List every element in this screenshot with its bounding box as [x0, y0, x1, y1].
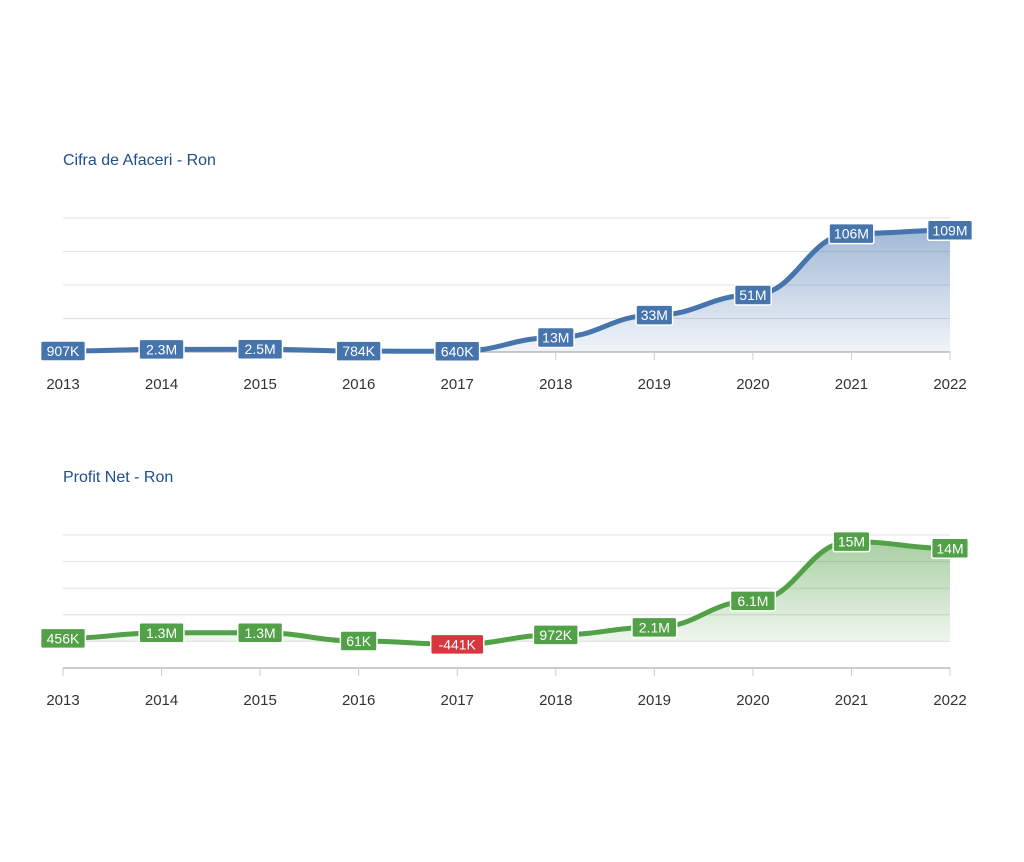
- x-tick-label: 2014: [145, 376, 178, 393]
- x-tick-label: 2021: [835, 376, 868, 393]
- data-label-box: [631, 616, 678, 639]
- chart-title: Cifra de Afaceri - Ron: [63, 152, 216, 169]
- data-label: 51M: [733, 284, 772, 306]
- data-label: 13M: [536, 326, 575, 349]
- profit-chart-svg: 456K 1.3M 1.3M 61K -441K 972K 2.1M 6.1M 15M 14M 20…: [39, 530, 970, 709]
- data-label-box: [733, 284, 772, 306]
- data-label: 907K: [39, 340, 87, 362]
- data-label: 1.3M: [236, 622, 284, 644]
- data-label-box: [729, 590, 777, 612]
- series-area: [63, 541, 950, 645]
- data-label-box: [832, 530, 871, 553]
- data-label-text: 33M: [641, 307, 668, 323]
- x-tick-label: 2022: [933, 376, 966, 393]
- data-label: 61K: [339, 630, 378, 652]
- data-label-box: [930, 537, 970, 560]
- data-label: 2.3M: [138, 338, 185, 361]
- x-tick-label: 2019: [638, 376, 671, 393]
- data-label-text: 51M: [739, 287, 766, 303]
- data-label-box: [532, 624, 579, 646]
- x-tick-label: 2020: [736, 376, 769, 393]
- data-label-box: [828, 222, 875, 245]
- x-tick-label: 2020: [736, 692, 769, 709]
- x-tick-label: 2015: [243, 692, 276, 709]
- data-label-box: [39, 627, 87, 650]
- data-label-text: 13M: [542, 329, 569, 345]
- x-tick-label: 2019: [638, 692, 671, 709]
- data-label-box: [236, 338, 284, 360]
- data-label-box: [339, 630, 378, 652]
- data-label-text: 109M: [932, 222, 967, 238]
- data-label-box: [138, 338, 185, 361]
- data-label: 6.1M: [729, 590, 777, 612]
- x-tick-label: 2013: [46, 692, 79, 709]
- x-tick-label: 2018: [539, 692, 572, 709]
- data-label-box: [635, 304, 674, 326]
- turnover-chart-svg: 907K 2.3M 2.5M 784K 640K 13M 33M 51M 106M 109M 201…: [39, 217, 974, 393]
- data-label-box: [434, 340, 481, 363]
- data-label-box: [335, 340, 382, 362]
- data-label-box: [536, 326, 575, 349]
- x-tick-label: 2016: [342, 376, 375, 393]
- data-label: 2.5M: [236, 338, 284, 360]
- data-label-box: [926, 219, 974, 242]
- data-label-text: 1.3M: [146, 625, 177, 641]
- data-label-text: 2.1M: [639, 619, 670, 635]
- data-label: 14M: [930, 537, 970, 560]
- data-label-box: [429, 633, 485, 656]
- x-tick-label: 2017: [441, 376, 474, 393]
- series-line: [60, 539, 953, 647]
- data-label: 15M: [832, 530, 871, 553]
- x-tick-label: 2014: [145, 692, 178, 709]
- data-label: 2.1M: [631, 616, 678, 639]
- data-label-text: 15M: [838, 534, 865, 550]
- data-label-text: 106M: [834, 226, 869, 242]
- data-label-box: [39, 340, 87, 362]
- x-tick-label: 2022: [933, 692, 966, 709]
- data-label-text: -441K: [439, 636, 477, 652]
- data-label-text: 907K: [47, 343, 80, 359]
- data-label-box: [236, 622, 284, 644]
- x-tick-label: 2018: [539, 376, 572, 393]
- data-label-text: 61K: [346, 633, 372, 649]
- data-label-text: 14M: [936, 540, 963, 556]
- turnover-chart: Cifra de Afaceri - Ron 907K 2.3M 2.5M 784K 6…: [0, 0, 1024, 420]
- data-label-text: 6.1M: [737, 593, 768, 609]
- data-label: 784K: [335, 340, 382, 362]
- data-label: 106M: [828, 222, 875, 245]
- data-label-text: 972K: [539, 627, 572, 643]
- series-line: [60, 227, 953, 354]
- data-label: -441K: [429, 633, 485, 656]
- x-tick-label: 2021: [835, 692, 868, 709]
- data-label-text: 2.3M: [146, 341, 177, 357]
- x-tick-label: 2013: [46, 376, 79, 393]
- x-tick-label: 2015: [243, 376, 276, 393]
- data-label: 972K: [532, 624, 579, 646]
- data-label: 33M: [635, 304, 674, 326]
- x-tick-label: 2017: [441, 692, 474, 709]
- data-label-text: 640K: [441, 343, 474, 359]
- data-label: 640K: [434, 340, 481, 363]
- data-label-text: 784K: [342, 343, 375, 359]
- x-tick-label: 2016: [342, 692, 375, 709]
- data-label-text: 456K: [47, 630, 80, 646]
- data-label: 456K: [39, 627, 87, 650]
- profit-chart: Profit Net - Ron 456K 1.3M 1.3M 61K -441K 972…: [0, 420, 1024, 750]
- data-label: 1.3M: [138, 622, 185, 644]
- data-label-box: [138, 622, 185, 644]
- data-label-text: 2.5M: [245, 341, 276, 357]
- data-label: 109M: [926, 219, 974, 242]
- series-area: [63, 230, 950, 352]
- data-label-text: 1.3M: [245, 625, 276, 641]
- chart-title: Profit Net - Ron: [63, 469, 174, 486]
